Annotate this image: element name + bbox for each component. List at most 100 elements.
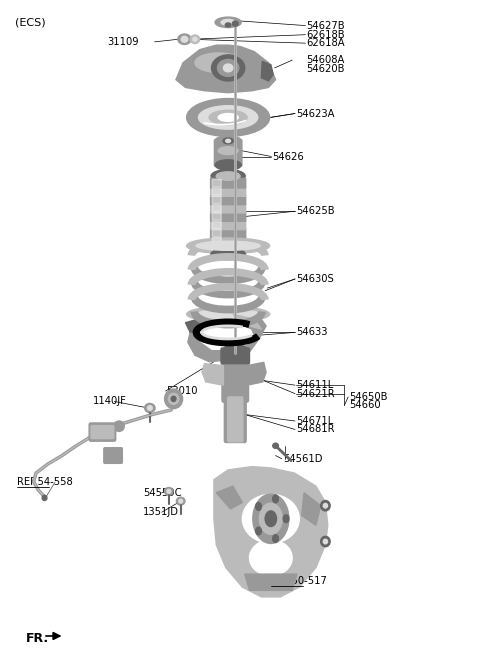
Ellipse shape xyxy=(165,487,173,495)
FancyBboxPatch shape xyxy=(212,188,221,195)
FancyBboxPatch shape xyxy=(104,447,122,463)
FancyBboxPatch shape xyxy=(211,203,246,213)
Ellipse shape xyxy=(223,64,233,72)
FancyBboxPatch shape xyxy=(228,397,243,442)
Ellipse shape xyxy=(179,499,182,503)
Ellipse shape xyxy=(168,394,179,405)
Ellipse shape xyxy=(178,34,191,45)
Ellipse shape xyxy=(321,536,330,547)
Text: (ECS): (ECS) xyxy=(14,17,45,27)
FancyBboxPatch shape xyxy=(211,187,246,196)
Text: 54626: 54626 xyxy=(272,152,304,162)
Circle shape xyxy=(283,515,289,522)
FancyBboxPatch shape xyxy=(212,229,221,237)
Polygon shape xyxy=(233,314,261,329)
Ellipse shape xyxy=(211,170,245,183)
Text: 54681R: 54681R xyxy=(296,424,335,434)
Ellipse shape xyxy=(195,53,242,72)
Polygon shape xyxy=(214,466,328,597)
Ellipse shape xyxy=(181,36,188,42)
Circle shape xyxy=(273,495,278,503)
Ellipse shape xyxy=(147,405,152,410)
Text: REF.50-517: REF.50-517 xyxy=(271,576,327,586)
Ellipse shape xyxy=(215,136,241,146)
Circle shape xyxy=(256,527,262,535)
Ellipse shape xyxy=(196,241,260,250)
FancyBboxPatch shape xyxy=(222,361,249,402)
Polygon shape xyxy=(188,313,266,362)
Text: 54559C: 54559C xyxy=(143,487,181,497)
FancyBboxPatch shape xyxy=(212,238,221,245)
Ellipse shape xyxy=(209,110,247,125)
Polygon shape xyxy=(202,364,223,385)
Text: 62618B: 62618B xyxy=(306,30,345,39)
Text: 1351JD: 1351JD xyxy=(143,507,179,517)
FancyBboxPatch shape xyxy=(211,228,246,238)
Text: 54671L: 54671L xyxy=(296,416,333,426)
Ellipse shape xyxy=(187,99,270,136)
Ellipse shape xyxy=(232,21,238,26)
Ellipse shape xyxy=(196,309,260,319)
Ellipse shape xyxy=(215,17,241,28)
Text: 54620B: 54620B xyxy=(306,64,345,74)
FancyBboxPatch shape xyxy=(212,204,221,212)
Ellipse shape xyxy=(217,59,239,76)
Ellipse shape xyxy=(167,489,171,493)
Ellipse shape xyxy=(212,55,245,81)
Circle shape xyxy=(273,535,278,543)
Text: 54630S: 54630S xyxy=(296,274,334,284)
Ellipse shape xyxy=(215,160,241,170)
Ellipse shape xyxy=(273,443,278,448)
Circle shape xyxy=(260,503,282,534)
Polygon shape xyxy=(176,45,276,93)
Ellipse shape xyxy=(42,495,47,501)
Ellipse shape xyxy=(218,147,238,154)
FancyBboxPatch shape xyxy=(212,196,221,204)
Ellipse shape xyxy=(199,106,258,129)
FancyBboxPatch shape xyxy=(211,237,246,246)
Ellipse shape xyxy=(321,501,330,511)
Ellipse shape xyxy=(242,494,300,543)
Text: FR.: FR. xyxy=(25,632,48,645)
FancyBboxPatch shape xyxy=(91,426,114,439)
Text: 31109: 31109 xyxy=(107,37,139,47)
FancyBboxPatch shape xyxy=(211,178,246,188)
Polygon shape xyxy=(185,319,204,332)
FancyBboxPatch shape xyxy=(212,246,221,254)
Ellipse shape xyxy=(187,306,270,322)
Ellipse shape xyxy=(218,114,238,122)
Text: 54625B: 54625B xyxy=(296,206,335,216)
FancyBboxPatch shape xyxy=(212,213,221,220)
Text: 54633: 54633 xyxy=(296,327,327,338)
Ellipse shape xyxy=(144,403,155,413)
FancyBboxPatch shape xyxy=(211,195,246,204)
Text: 54650B: 54650B xyxy=(349,392,388,402)
Polygon shape xyxy=(301,493,321,525)
Polygon shape xyxy=(261,61,273,81)
Ellipse shape xyxy=(114,421,124,432)
Ellipse shape xyxy=(187,238,270,254)
Ellipse shape xyxy=(211,248,245,260)
Ellipse shape xyxy=(190,35,200,43)
Circle shape xyxy=(265,511,276,526)
FancyBboxPatch shape xyxy=(211,212,246,221)
Text: 54608A: 54608A xyxy=(306,55,345,65)
Ellipse shape xyxy=(216,172,240,180)
Circle shape xyxy=(256,503,262,510)
Ellipse shape xyxy=(193,37,197,41)
Text: 54611L: 54611L xyxy=(296,380,333,390)
Circle shape xyxy=(253,494,289,543)
FancyBboxPatch shape xyxy=(224,396,246,443)
Text: 62618A: 62618A xyxy=(306,38,345,48)
FancyBboxPatch shape xyxy=(215,139,242,166)
Ellipse shape xyxy=(226,139,230,143)
FancyBboxPatch shape xyxy=(211,245,246,254)
Polygon shape xyxy=(245,574,297,591)
Text: REF.54-558: REF.54-558 xyxy=(17,477,73,487)
FancyBboxPatch shape xyxy=(212,221,221,229)
Ellipse shape xyxy=(171,396,176,401)
Text: 54623A: 54623A xyxy=(296,108,335,118)
Ellipse shape xyxy=(223,138,233,144)
FancyBboxPatch shape xyxy=(212,179,221,187)
Ellipse shape xyxy=(323,539,327,544)
